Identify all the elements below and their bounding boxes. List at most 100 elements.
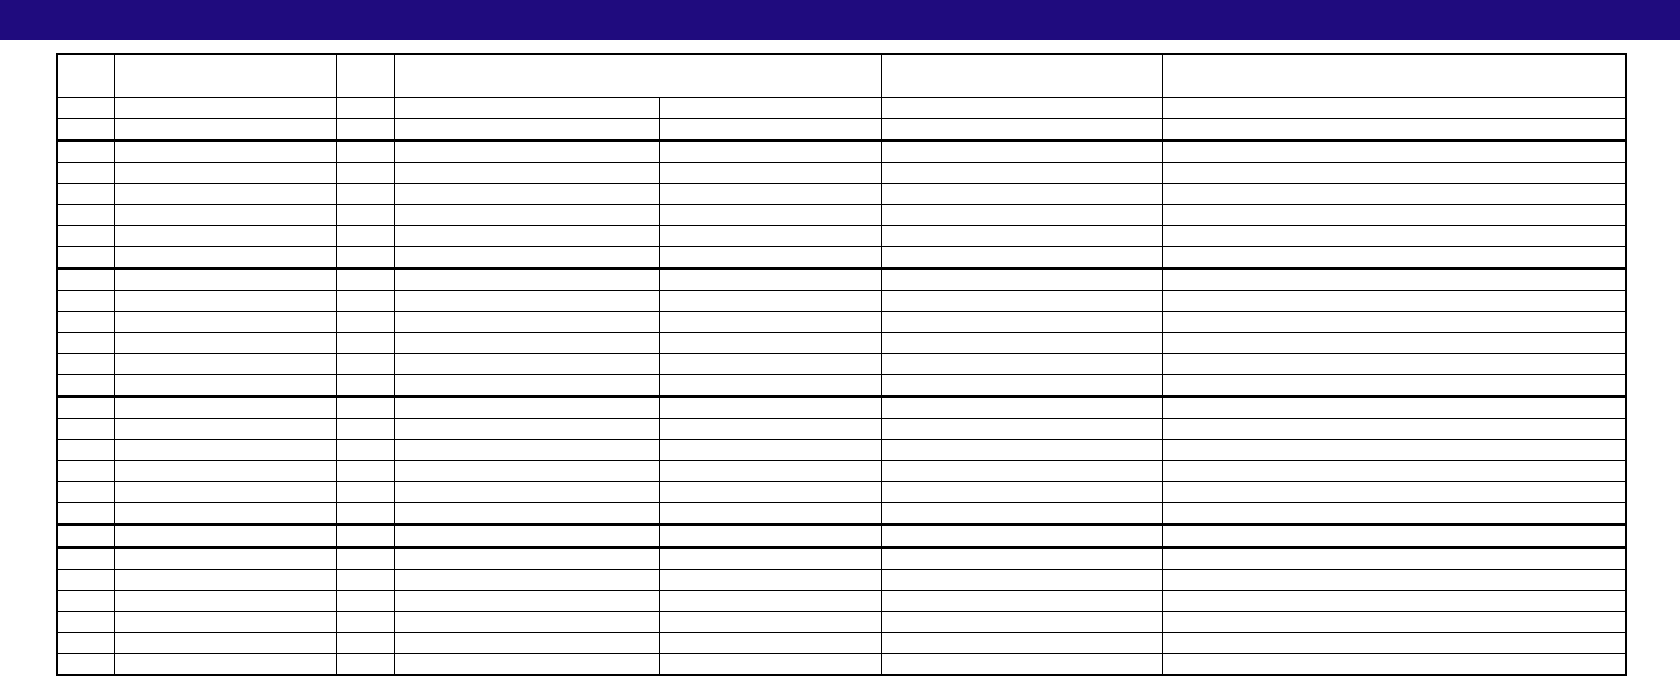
table-cell[interactable] <box>880 569 1163 591</box>
table-cell[interactable] <box>56 204 115 226</box>
table-cell[interactable] <box>1161 290 1627 312</box>
table-cell[interactable] <box>880 547 1163 570</box>
table-cell[interactable] <box>335 332 395 354</box>
table-cell[interactable] <box>1161 590 1627 612</box>
table-cell[interactable] <box>335 418 395 440</box>
table-cell[interactable] <box>113 118 337 142</box>
table-cell[interactable] <box>335 460 395 482</box>
table-cell[interactable] <box>1161 140 1627 163</box>
table-cell[interactable] <box>113 524 337 549</box>
table-cell[interactable] <box>56 290 115 312</box>
table-cell[interactable] <box>1161 439 1627 461</box>
table-cell[interactable] <box>56 653 115 676</box>
table-cell[interactable] <box>880 611 1163 633</box>
table-cell[interactable] <box>335 590 395 612</box>
table-cell[interactable] <box>1161 418 1627 440</box>
table-cell[interactable] <box>56 97 115 119</box>
table-cell[interactable] <box>56 481 115 503</box>
table-cell[interactable] <box>880 524 1163 549</box>
table-cell[interactable] <box>56 183 115 205</box>
table-cell[interactable] <box>56 118 115 142</box>
table-cell[interactable] <box>56 439 115 461</box>
table-cell[interactable] <box>335 204 395 226</box>
table-cell[interactable] <box>393 311 660 333</box>
table-cell[interactable] <box>113 547 337 570</box>
table-cell[interactable] <box>113 590 337 612</box>
table-cell[interactable] <box>658 225 882 247</box>
table-cell[interactable] <box>56 524 115 549</box>
table-cell[interactable] <box>393 118 660 142</box>
table-cell[interactable] <box>1161 481 1627 503</box>
table-cell[interactable] <box>393 374 660 398</box>
table-cell[interactable] <box>113 460 337 482</box>
table-cell[interactable] <box>658 183 882 205</box>
table-cell[interactable] <box>393 632 660 654</box>
table-cell[interactable] <box>658 460 882 482</box>
table-cell[interactable] <box>56 632 115 654</box>
table-cell[interactable] <box>880 290 1163 312</box>
table-cell[interactable] <box>658 569 882 591</box>
table-cell[interactable] <box>880 590 1163 612</box>
table-cell[interactable] <box>113 97 337 119</box>
table-cell[interactable] <box>335 118 395 142</box>
table-cell[interactable] <box>393 162 660 184</box>
table-cell[interactable] <box>113 632 337 654</box>
table-cell[interactable] <box>113 246 337 270</box>
table-cell[interactable] <box>113 204 337 226</box>
table-cell[interactable] <box>1161 268 1627 291</box>
table-cell[interactable] <box>393 653 660 676</box>
table-cell[interactable] <box>393 547 660 570</box>
table-cell[interactable] <box>393 396 660 419</box>
table-cell[interactable] <box>56 332 115 354</box>
table-cell[interactable] <box>393 183 660 205</box>
table-cell[interactable] <box>1161 183 1627 205</box>
table-cell[interactable] <box>335 140 395 163</box>
table-cell[interactable] <box>658 268 882 291</box>
table-cell[interactable] <box>335 183 395 205</box>
table-cell[interactable] <box>880 632 1163 654</box>
table-cell[interactable] <box>393 418 660 440</box>
table-cell[interactable] <box>393 439 660 461</box>
table-cell[interactable] <box>113 653 337 676</box>
table-cell[interactable] <box>880 183 1163 205</box>
table-cell[interactable] <box>1161 460 1627 482</box>
table-cell[interactable] <box>113 396 337 419</box>
table-cell[interactable] <box>335 353 395 375</box>
table-cell[interactable] <box>393 611 660 633</box>
table-cell[interactable] <box>113 290 337 312</box>
table-cell[interactable] <box>393 481 660 503</box>
table-cell[interactable] <box>393 524 660 549</box>
table-cell[interactable] <box>113 225 337 247</box>
table-cell[interactable] <box>56 611 115 633</box>
table-cell[interactable] <box>1161 225 1627 247</box>
table-cell[interactable] <box>56 502 115 526</box>
table-cell[interactable] <box>880 653 1163 676</box>
table-cell[interactable] <box>393 590 660 612</box>
table-cell[interactable] <box>658 246 882 270</box>
table-cell[interactable] <box>1161 246 1627 270</box>
table-cell[interactable] <box>658 590 882 612</box>
table-cell[interactable] <box>335 97 395 119</box>
table-cell[interactable] <box>113 611 337 633</box>
table-cell[interactable] <box>393 460 660 482</box>
table-cell[interactable] <box>658 204 882 226</box>
table-cell[interactable] <box>658 418 882 440</box>
table-cell[interactable] <box>1161 502 1627 526</box>
table-cell[interactable] <box>335 569 395 591</box>
table-cell[interactable] <box>880 481 1163 503</box>
table-cell[interactable] <box>56 374 115 398</box>
table-cell[interactable] <box>658 162 882 184</box>
table-cell[interactable] <box>393 569 660 591</box>
table-cell[interactable] <box>56 311 115 333</box>
table-cell[interactable] <box>880 97 1163 119</box>
table-cell[interactable] <box>658 374 882 398</box>
table-cell[interactable] <box>1161 632 1627 654</box>
table-cell[interactable] <box>335 246 395 270</box>
table-cell[interactable] <box>880 396 1163 419</box>
table-cell[interactable] <box>880 246 1163 270</box>
table-cell[interactable] <box>880 439 1163 461</box>
table-cell[interactable] <box>113 481 337 503</box>
table-cell[interactable] <box>880 204 1163 226</box>
table-cell[interactable] <box>56 268 115 291</box>
table-cell[interactable] <box>56 418 115 440</box>
